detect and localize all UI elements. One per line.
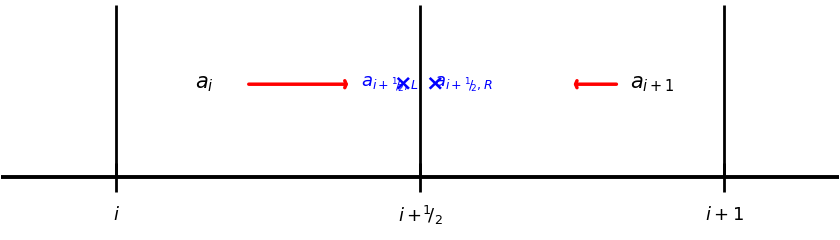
Text: $a_{i+{}^1\!/_{\!2},R}$: $a_{i+{}^1\!/_{\!2},R}$ (433, 75, 492, 94)
Text: $a_{i+1}$: $a_{i+1}$ (630, 74, 675, 94)
Text: $a_i$: $a_i$ (195, 74, 213, 94)
Text: $i+1$: $i+1$ (705, 206, 743, 224)
Text: $a_{i+{}^1\!/_{\!2},L}$: $a_{i+{}^1\!/_{\!2},L}$ (361, 75, 419, 94)
Text: $\mathbf{\times}$: $\mathbf{\times}$ (425, 74, 444, 94)
Text: $i$: $i$ (113, 206, 119, 224)
Text: $i+\!^1\!/_2$: $i+\!^1\!/_2$ (397, 204, 443, 227)
Text: $\mathbf{\times}$: $\mathbf{\times}$ (393, 74, 411, 94)
